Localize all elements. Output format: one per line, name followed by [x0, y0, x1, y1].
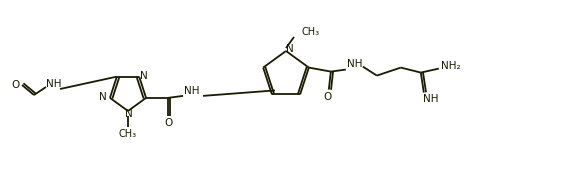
Text: O: O — [324, 92, 332, 102]
Text: NH: NH — [347, 59, 363, 69]
Text: N: N — [140, 71, 148, 81]
Text: N: N — [125, 109, 133, 119]
Text: CH₃: CH₃ — [119, 129, 137, 139]
Text: NH: NH — [46, 79, 62, 89]
Text: CH₃: CH₃ — [302, 27, 320, 37]
Text: O: O — [12, 80, 20, 90]
Text: NH₂: NH₂ — [441, 61, 461, 71]
Text: NH: NH — [184, 86, 200, 96]
Text: N: N — [99, 92, 107, 102]
Text: O: O — [164, 118, 172, 128]
Text: NH: NH — [423, 94, 439, 104]
Text: N: N — [286, 44, 294, 54]
